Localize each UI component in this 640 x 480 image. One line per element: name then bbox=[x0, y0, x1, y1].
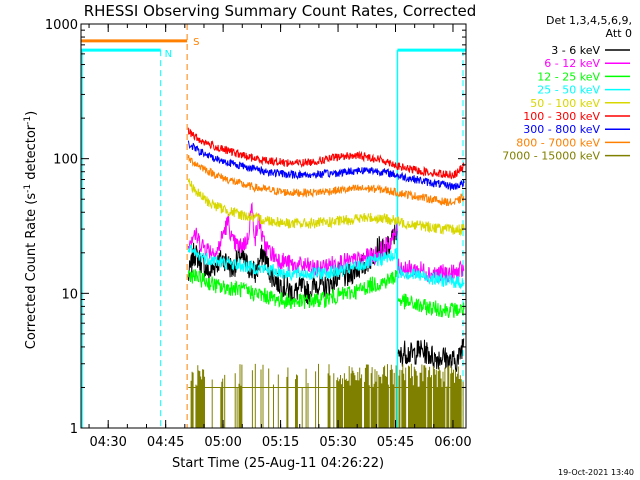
plot-frame bbox=[80, 23, 467, 429]
series-line bbox=[187, 178, 465, 237]
flag-label-saa: S bbox=[193, 37, 199, 48]
series-line bbox=[187, 201, 398, 278]
legend-entry-label: 6 - 12 keV bbox=[544, 57, 600, 70]
series-line bbox=[187, 243, 398, 282]
series-line bbox=[187, 127, 465, 180]
x-tick-label: 04:30 bbox=[89, 435, 126, 450]
x-tick-label: 05:45 bbox=[377, 435, 414, 450]
y-tick-label: 100 bbox=[53, 153, 78, 168]
legend-entry-label: 50 - 100 keV bbox=[530, 97, 600, 110]
series-7 bbox=[187, 155, 465, 207]
x-axis-label: Start Time (25-Aug-11 04:26:22) bbox=[172, 456, 384, 471]
flag-label-night: N bbox=[165, 49, 172, 60]
legend-entry-label: 25 - 50 keV bbox=[537, 84, 600, 97]
y-tick-label: 10 bbox=[61, 287, 78, 302]
series-line bbox=[397, 338, 465, 372]
series-6 bbox=[187, 140, 465, 192]
series-line bbox=[397, 266, 465, 290]
series-line bbox=[397, 293, 465, 318]
series-line bbox=[187, 268, 398, 310]
legend-entry-label: 3 - 6 keV bbox=[551, 44, 600, 57]
x-tick-label: 05:15 bbox=[262, 435, 299, 450]
series-2 bbox=[187, 268, 465, 318]
legend-entry-label: 7000 - 15000 keV bbox=[502, 150, 600, 163]
y-axis-label: Corrected Count Rate (s-1 detector-1) bbox=[23, 111, 39, 349]
series-line bbox=[397, 258, 465, 284]
series-3 bbox=[187, 243, 465, 290]
x-tick-label: 05:00 bbox=[204, 435, 241, 450]
y-tick-label: 1000 bbox=[45, 18, 78, 33]
legend-header-attenuator: Att 0 bbox=[606, 27, 632, 40]
series-4 bbox=[187, 178, 465, 237]
timestamp-stamp: 19-Oct-2021 13:40 bbox=[558, 468, 634, 477]
legend-entry-label: 12 - 25 keV bbox=[537, 70, 600, 83]
legend-entry-label: 800 - 7000 keV bbox=[516, 136, 600, 149]
legend-entry-label: 300 - 800 keV bbox=[523, 123, 600, 136]
series-5 bbox=[187, 127, 465, 180]
x-tick-label: 05:30 bbox=[319, 435, 356, 450]
series-8 bbox=[188, 363, 465, 428]
x-tick-label: 06:00 bbox=[434, 435, 471, 450]
series-line bbox=[187, 155, 465, 207]
legend-header-detectors: Det 1,3,4,5,6,9, bbox=[546, 14, 632, 27]
series-line bbox=[187, 140, 465, 192]
legend-entry-label: 100 - 300 keV bbox=[523, 110, 600, 123]
x-tick-label: 04:45 bbox=[147, 435, 184, 450]
y-tick-label: 1 bbox=[70, 422, 78, 437]
chart-title: RHESSI Observing Summary Count Rates, Co… bbox=[84, 2, 477, 20]
axes: 1 10 100 1000 04:30 04:45 05:00 05:15 05:30 05:45… bbox=[45, 18, 472, 450]
plot-area: SN bbox=[81, 24, 466, 428]
series-spikes bbox=[190, 363, 464, 428]
series-1 bbox=[187, 201, 465, 284]
